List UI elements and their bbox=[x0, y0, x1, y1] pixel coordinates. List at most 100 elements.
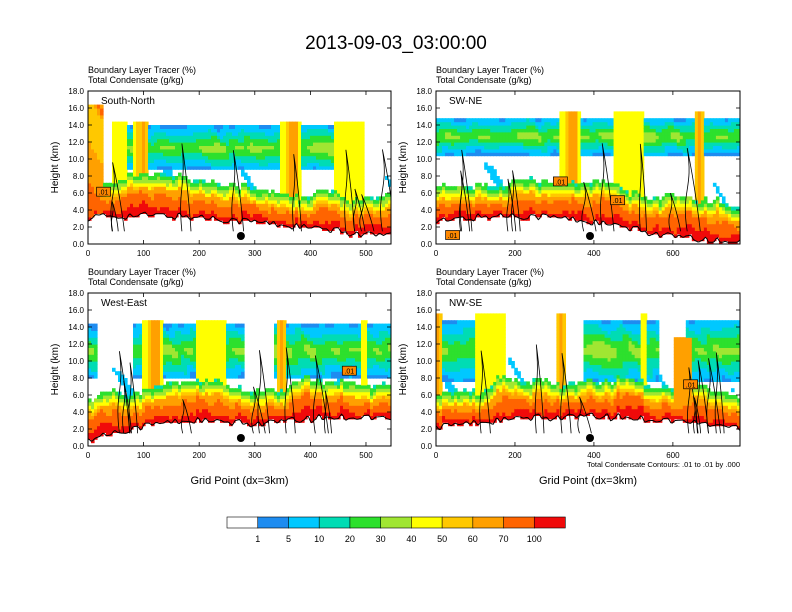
shade-cell bbox=[694, 196, 699, 201]
shade-cell bbox=[694, 176, 699, 180]
shade-cell bbox=[97, 169, 101, 174]
shade-cell bbox=[328, 193, 332, 197]
shade-cell bbox=[286, 220, 290, 225]
shade-cell bbox=[556, 142, 561, 146]
shade-cell bbox=[556, 213, 561, 218]
shade-cell bbox=[256, 213, 260, 218]
shade-cell bbox=[553, 121, 557, 126]
shade-cell bbox=[709, 125, 714, 129]
shade-cell bbox=[457, 131, 461, 136]
shade-cell bbox=[121, 169, 125, 174]
shade-cell bbox=[622, 206, 627, 211]
shade-cell bbox=[601, 179, 606, 184]
shade-cell bbox=[310, 223, 314, 228]
shade-cell bbox=[712, 199, 717, 204]
shade-cell bbox=[343, 196, 347, 201]
shade-cell bbox=[133, 135, 137, 140]
shade-cell bbox=[652, 135, 657, 140]
shade-cell bbox=[217, 155, 221, 160]
shade-cell bbox=[436, 131, 440, 136]
shade-cell bbox=[388, 216, 391, 221]
shade-cell bbox=[310, 138, 314, 143]
shade-cell bbox=[250, 162, 254, 167]
shade-cell bbox=[622, 118, 627, 123]
shade-cell bbox=[448, 186, 452, 191]
shade-cell bbox=[469, 203, 473, 208]
shade-cell bbox=[499, 125, 503, 129]
shade-cell bbox=[253, 165, 257, 170]
shade-cell bbox=[343, 128, 347, 133]
shade-cell bbox=[358, 159, 362, 163]
shade-cell bbox=[370, 223, 374, 228]
shade-cell bbox=[274, 206, 278, 211]
shade-cell bbox=[124, 152, 128, 157]
shade-cell bbox=[331, 135, 335, 140]
shade-cell bbox=[640, 138, 645, 143]
shade-cell bbox=[490, 131, 494, 136]
shade-cell bbox=[514, 142, 518, 146]
shade-cell bbox=[373, 199, 377, 204]
shade-cell bbox=[286, 210, 290, 214]
shade-cell bbox=[682, 210, 687, 214]
y-axis-label: Height (km) bbox=[50, 142, 61, 194]
shade-cell bbox=[634, 223, 639, 228]
shade-cell bbox=[658, 206, 663, 211]
shade-cell bbox=[703, 121, 708, 126]
shade-cell bbox=[661, 206, 666, 211]
shade-cell bbox=[235, 125, 239, 129]
shade-cell bbox=[337, 121, 341, 126]
shade-cell bbox=[436, 128, 440, 133]
shade-cell bbox=[532, 196, 536, 201]
shade-cell bbox=[565, 186, 570, 191]
shade-cell bbox=[565, 128, 570, 133]
shade-cell bbox=[505, 145, 509, 150]
shade-cell bbox=[724, 128, 729, 133]
shade-cell bbox=[481, 196, 485, 201]
shade-cell bbox=[577, 213, 582, 218]
shade-cell bbox=[625, 189, 630, 194]
shade-cell bbox=[457, 148, 461, 153]
shade-cell bbox=[346, 172, 350, 177]
shade-cell bbox=[640, 145, 645, 150]
shade-cell bbox=[373, 213, 377, 218]
shade-cell bbox=[475, 145, 479, 150]
shade-cell bbox=[349, 193, 353, 197]
shade-cell bbox=[295, 131, 299, 136]
shade-cell bbox=[679, 233, 684, 238]
shade-cell bbox=[316, 199, 320, 204]
shade-cell bbox=[121, 213, 125, 218]
shade-cell bbox=[604, 145, 609, 150]
shade-cell bbox=[280, 148, 284, 153]
shade-cell bbox=[337, 162, 341, 167]
shade-cell bbox=[238, 155, 242, 160]
shade-cell bbox=[550, 182, 554, 187]
shade-cell bbox=[289, 148, 293, 153]
shade-cell bbox=[493, 213, 497, 218]
shade-cell bbox=[172, 128, 176, 133]
shade-cell bbox=[166, 179, 170, 184]
shade-cell bbox=[289, 142, 293, 146]
shade-cell bbox=[688, 142, 693, 146]
shade-cell bbox=[193, 203, 197, 208]
shade-cell bbox=[679, 148, 684, 153]
shade-cell bbox=[100, 121, 104, 126]
shade-cell bbox=[643, 145, 648, 150]
shade-cell bbox=[727, 125, 732, 129]
shade-cell bbox=[664, 138, 669, 143]
shade-cell bbox=[160, 162, 164, 167]
shade-cell bbox=[472, 118, 476, 123]
shade-cell bbox=[619, 128, 624, 133]
shade-cell bbox=[502, 125, 506, 129]
shade-cell bbox=[313, 148, 317, 153]
shade-cell bbox=[325, 148, 329, 153]
shade-cell bbox=[325, 128, 329, 133]
shade-cell bbox=[733, 121, 738, 126]
shade-cell bbox=[346, 216, 350, 221]
shade-cell bbox=[604, 121, 609, 126]
shade-cell bbox=[190, 199, 194, 204]
shade-cell bbox=[127, 142, 131, 146]
shade-cell bbox=[679, 121, 684, 126]
shade-cell bbox=[133, 182, 137, 187]
shade-cell bbox=[319, 138, 323, 143]
shade-cell bbox=[316, 203, 320, 208]
